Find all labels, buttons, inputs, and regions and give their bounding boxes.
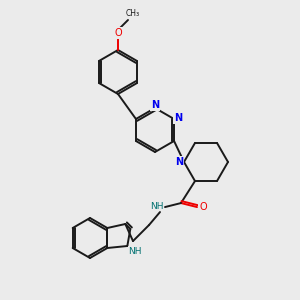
Text: O: O: [114, 28, 122, 38]
Text: N: N: [175, 157, 183, 167]
Text: NH: NH: [129, 247, 142, 256]
Text: NH: NH: [150, 202, 164, 211]
Text: N: N: [151, 100, 159, 110]
Text: N: N: [174, 113, 182, 123]
Text: CH₃: CH₃: [126, 10, 140, 19]
Text: O: O: [199, 202, 207, 212]
